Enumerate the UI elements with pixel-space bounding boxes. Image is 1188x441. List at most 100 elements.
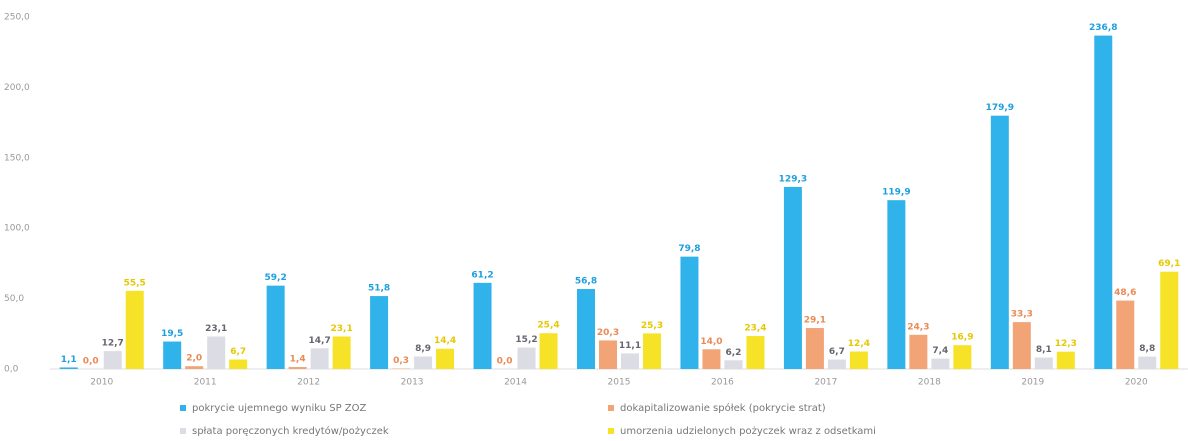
value-label: 1,1: [61, 355, 77, 365]
legend-swatch: [180, 405, 186, 411]
value-label: 236,8: [1089, 23, 1117, 33]
value-label: 8,9: [415, 344, 431, 354]
value-label: 12,4: [848, 339, 870, 349]
value-label: 56,8: [575, 277, 597, 287]
value-label: 6,2: [725, 348, 741, 358]
bar: [990, 115, 1009, 369]
value-label: 6,7: [829, 347, 845, 357]
x-tick-label: 2012: [297, 378, 320, 388]
bar: [370, 296, 389, 369]
value-label: 48,6: [1114, 288, 1136, 298]
value-label: 15,2: [515, 335, 537, 345]
value-label: 6,7: [230, 347, 246, 357]
value-label: 14,0: [700, 337, 722, 347]
legend-swatch: [608, 405, 614, 411]
x-tick-label: 2013: [401, 378, 424, 388]
bar: [953, 345, 972, 369]
value-label: 0,3: [393, 356, 409, 366]
value-label: 12,3: [1055, 339, 1077, 349]
value-label: 23,1: [205, 324, 227, 334]
legend-swatch: [180, 428, 186, 434]
x-tick-label: 2011: [194, 378, 217, 388]
value-label: 14,4: [434, 336, 456, 346]
bar: [702, 349, 721, 369]
bar: [288, 367, 307, 369]
bar: [103, 351, 122, 369]
x-tick-label: 2015: [608, 378, 631, 388]
bar: [266, 285, 285, 369]
bar: [125, 290, 144, 369]
bar: [185, 366, 204, 369]
bar: [599, 340, 617, 369]
bar: [621, 353, 639, 369]
bar: [1094, 35, 1113, 369]
value-label: 7,4: [932, 346, 948, 356]
value-label: 20,3: [597, 328, 619, 338]
value-label: 0,0: [497, 357, 513, 367]
bar: [909, 334, 928, 369]
value-label: 179,9: [986, 103, 1014, 113]
legend-label: dokapitalizowanie spółek (pokrycie strat…: [620, 402, 826, 414]
value-label: 33,3: [1011, 310, 1033, 320]
value-label: 12,7: [102, 339, 124, 349]
x-tick-label: 2010: [90, 378, 113, 388]
value-label: 14,7: [309, 336, 331, 346]
value-label: 24,3: [907, 322, 929, 332]
value-label: 11,1: [619, 341, 641, 351]
value-label: 29,1: [804, 316, 826, 326]
bar: [849, 351, 868, 369]
value-label: 61,2: [471, 270, 493, 280]
bar: [59, 367, 78, 369]
value-label: 51,8: [368, 284, 390, 294]
bar: [473, 282, 492, 369]
legend-label: spłata poręczonych kredytów/pożyczek: [192, 425, 389, 437]
bar: [1012, 322, 1031, 369]
y-tick-label: 0,0: [4, 365, 19, 375]
value-label: 129,3: [779, 174, 807, 184]
bar: [436, 348, 455, 369]
bar: [310, 348, 329, 369]
x-tick-label: 2016: [711, 378, 734, 388]
bar: [887, 200, 906, 369]
value-label: 79,8: [678, 244, 700, 254]
value-label: 25,3: [641, 321, 663, 331]
bar: [517, 347, 536, 369]
y-tick-label: 100,0: [4, 224, 30, 234]
y-tick-label: 200,0: [4, 83, 30, 93]
value-label: 2,0: [186, 354, 202, 364]
y-tick-label: 50,0: [4, 294, 24, 304]
bar: [1138, 356, 1157, 369]
bar: [229, 359, 248, 369]
x-tick-label: 2019: [1021, 378, 1044, 388]
legend-label: pokrycie ujemnego wyniku SP ZOZ: [192, 403, 367, 414]
value-label: 8,1: [1036, 345, 1052, 355]
value-label: 59,2: [265, 273, 287, 283]
bar: [539, 333, 558, 369]
bar: [1116, 300, 1135, 369]
bar: [414, 356, 433, 369]
bar: [332, 336, 351, 369]
legend-swatch: [608, 428, 614, 434]
bar: [783, 186, 802, 369]
value-label: 23,4: [744, 324, 766, 334]
bar: [1056, 351, 1075, 369]
bar: [643, 333, 661, 369]
bar: [1034, 357, 1053, 369]
value-label: 8,8: [1139, 344, 1155, 354]
legend-label: umorzenia udzielonych pożyczek wraz z od…: [620, 426, 876, 437]
bar: [680, 256, 699, 369]
y-tick-label: 150,0: [4, 153, 30, 163]
value-label: 16,9: [951, 333, 973, 343]
value-label: 1,4: [290, 355, 306, 365]
value-label: 69,1: [1158, 259, 1180, 269]
value-label: 119,9: [882, 188, 910, 198]
value-label: 23,1: [331, 324, 353, 334]
bar: [805, 328, 824, 369]
value-label: 55,5: [124, 278, 146, 288]
x-tick-label: 2020: [1125, 378, 1148, 388]
value-label: 0,0: [83, 357, 99, 367]
bar: [1160, 271, 1179, 369]
bar: [827, 359, 846, 369]
